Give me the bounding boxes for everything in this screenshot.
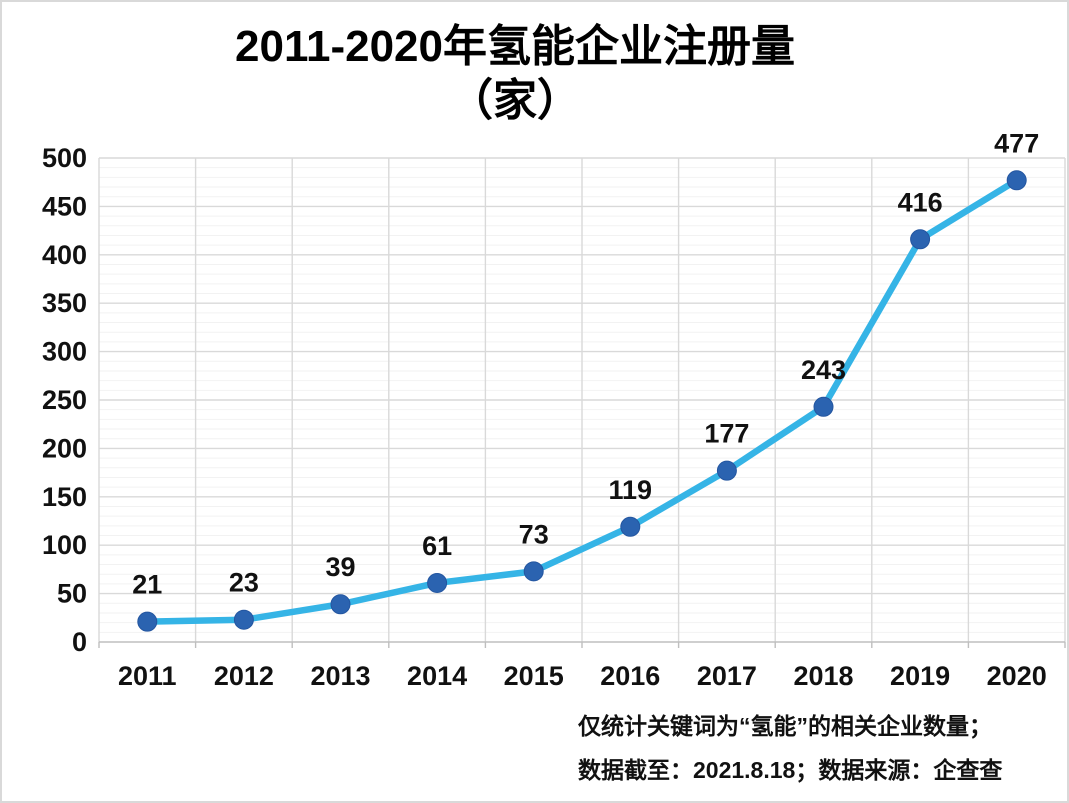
data-point-label: 39 [325,552,355,582]
data-point-marker [233,609,254,630]
y-axis-tick-label: 150 [42,482,87,512]
x-axis-tick-label: 2020 [987,661,1047,691]
data-point-label: 73 [519,519,549,549]
x-axis-tick-label: 2019 [890,661,950,691]
chart-title: 2011-2020年氢能企业注册量 （家） [2,20,1028,128]
data-point-marker [137,611,158,632]
y-axis-tick-label: 100 [42,530,87,560]
data-point-label: 477 [994,128,1039,158]
chart-footnote: 仅统计关键词为“氢能”的相关企业数量； 数据截至：2021.8.18；数据来源：… [578,704,1002,792]
footnote-line1: 仅统计关键词为“氢能”的相关企业数量； [578,713,992,739]
x-axis-tick-label: 2016 [600,661,660,691]
data-point-marker [910,229,931,250]
data-point-marker [330,594,351,615]
data-point-label: 21 [132,570,162,600]
y-axis-tick-label: 200 [42,433,87,463]
data-point-marker [620,516,641,537]
y-axis-tick-label: 350 [42,288,87,318]
footnote-line2: 数据截至：2021.8.18；数据来源：企查查 [578,757,1003,783]
x-axis-tick-label: 2014 [407,661,467,691]
y-axis-tick-label: 50 [57,579,87,609]
x-axis-tick-label: 2013 [310,661,370,691]
data-point-marker [1006,170,1027,191]
x-axis-tick-label: 2011 [118,661,177,691]
y-axis-tick-label: 0 [72,627,87,657]
x-axis-tick-label: 2018 [793,661,853,691]
data-point-label: 23 [229,568,259,598]
data-point-label: 177 [704,419,749,449]
data-point-label: 416 [898,187,943,217]
data-point-marker [813,396,834,417]
y-axis-tick-label: 400 [42,240,87,270]
data-point-label: 61 [422,531,452,561]
y-axis-tick-label: 300 [42,337,87,367]
chart-title-unit: （家） [449,76,581,125]
y-axis-tick-label: 500 [42,143,87,173]
data-point-marker [523,561,544,582]
y-axis-tick-label: 450 [42,191,87,221]
data-point-marker [427,572,448,593]
x-axis-tick-label: 2015 [504,661,564,691]
x-axis-tick-label: 2017 [697,661,757,691]
series-line [144,177,1020,625]
data-point-marker [716,460,737,481]
chart-title-text: 2011-2020年氢能企业注册量 [235,22,795,71]
x-axis-tick-label: 2012 [214,661,274,691]
data-point-label: 119 [609,475,653,505]
y-axis-tick-label: 250 [42,385,87,415]
data-point-label: 243 [801,355,846,385]
